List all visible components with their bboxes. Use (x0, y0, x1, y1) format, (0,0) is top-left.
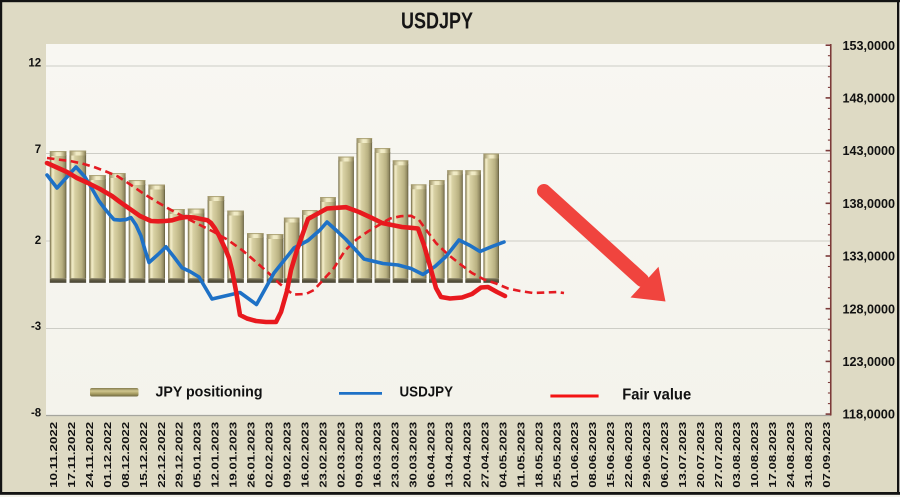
svg-text:02.03.2023: 02.03.2023 (336, 422, 348, 488)
svg-text:25.05.2023: 25.05.2023 (551, 422, 563, 488)
svg-text:23.02.2023: 23.02.2023 (318, 422, 330, 488)
svg-text:123,0000: 123,0000 (843, 355, 896, 369)
svg-text:148,0000: 148,0000 (843, 92, 896, 106)
svg-text:01.06.2023: 01.06.2023 (569, 422, 581, 488)
svg-text:01.12.2022: 01.12.2022 (102, 422, 114, 488)
svg-text:-8: -8 (31, 407, 42, 419)
svg-text:29.12.2022: 29.12.2022 (174, 422, 186, 488)
svg-text:09.03.2023: 09.03.2023 (354, 422, 366, 488)
svg-text:11.05.2023: 11.05.2023 (515, 422, 527, 488)
svg-text:118,0000: 118,0000 (843, 408, 896, 422)
svg-text:Fair value: Fair value (622, 386, 691, 403)
svg-text:29.06.2023: 29.06.2023 (641, 422, 653, 488)
svg-text:08.06.2023: 08.06.2023 (587, 422, 599, 488)
svg-text:06.04.2023: 06.04.2023 (425, 422, 437, 488)
svg-text:-3: -3 (31, 321, 41, 333)
svg-text:02.02.2023: 02.02.2023 (264, 422, 276, 488)
svg-text:16.02.2023: 16.02.2023 (300, 422, 312, 488)
svg-text:JPY positioning: JPY positioning (156, 384, 263, 401)
svg-text:18.05.2023: 18.05.2023 (533, 422, 545, 488)
svg-text:USDJPY: USDJPY (400, 384, 454, 401)
svg-text:19.01.2023: 19.01.2023 (228, 422, 240, 488)
svg-text:24.11.2022: 24.11.2022 (84, 422, 96, 488)
svg-text:10.11.2022: 10.11.2022 (48, 422, 60, 488)
svg-text:7: 7 (35, 144, 41, 156)
svg-text:26.01.2023: 26.01.2023 (246, 422, 258, 488)
svg-text:24.08.2023: 24.08.2023 (785, 422, 797, 488)
svg-text:31.08.2023: 31.08.2023 (803, 422, 815, 488)
svg-text:2: 2 (35, 235, 41, 247)
svg-text:30.03.2023: 30.03.2023 (407, 422, 419, 488)
svg-text:15.12.2022: 15.12.2022 (138, 422, 150, 488)
svg-text:15.06.2023: 15.06.2023 (605, 422, 617, 488)
svg-text:07.09.2023: 07.09.2023 (821, 422, 833, 488)
svg-text:143,0000: 143,0000 (843, 144, 896, 158)
svg-text:05.01.2023: 05.01.2023 (192, 422, 204, 488)
svg-text:22.12.2022: 22.12.2022 (156, 422, 168, 488)
svg-text:03.08.2023: 03.08.2023 (731, 422, 743, 488)
svg-text:27.04.2023: 27.04.2023 (479, 422, 491, 488)
svg-text:128,0000: 128,0000 (843, 302, 896, 316)
svg-text:133,0000: 133,0000 (843, 250, 896, 264)
svg-text:16.03.2023: 16.03.2023 (372, 422, 384, 488)
svg-text:09.02.2023: 09.02.2023 (282, 422, 294, 488)
svg-text:USDJPY: USDJPY (401, 8, 473, 34)
svg-text:13.04.2023: 13.04.2023 (443, 422, 455, 488)
svg-text:23.03.2023: 23.03.2023 (390, 422, 402, 488)
svg-text:08.12.2022: 08.12.2022 (120, 422, 132, 488)
svg-text:22.06.2023: 22.06.2023 (623, 422, 635, 488)
svg-text:10.08.2023: 10.08.2023 (749, 422, 761, 488)
svg-text:13.07.2023: 13.07.2023 (677, 422, 689, 488)
svg-text:12: 12 (28, 58, 41, 70)
svg-text:06.07.2023: 06.07.2023 (659, 422, 671, 488)
svg-text:17.08.2023: 17.08.2023 (767, 422, 779, 488)
svg-text:12.01.2023: 12.01.2023 (210, 422, 222, 488)
svg-text:138,0000: 138,0000 (843, 197, 896, 211)
svg-text:17.11.2022: 17.11.2022 (66, 422, 78, 488)
svg-text:27.07.2023: 27.07.2023 (713, 422, 725, 488)
svg-text:20.04.2023: 20.04.2023 (461, 422, 473, 488)
svg-text:04.05.2023: 04.05.2023 (497, 422, 509, 488)
svg-text:20.07.2023: 20.07.2023 (695, 422, 707, 488)
svg-text:153,0000: 153,0000 (843, 39, 896, 53)
